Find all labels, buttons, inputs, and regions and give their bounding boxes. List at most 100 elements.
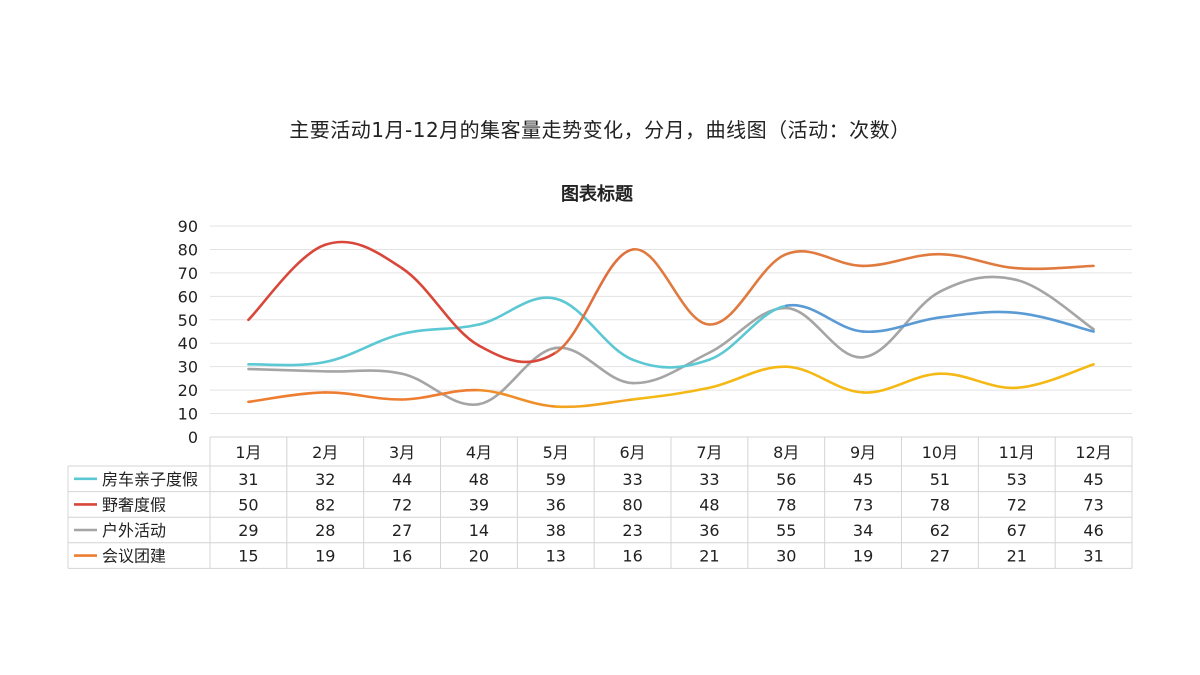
data-value: 56	[776, 470, 796, 489]
y-tick-label: 70	[178, 264, 198, 283]
y-tick-label: 90	[178, 217, 198, 236]
y-tick-label: 50	[178, 311, 198, 330]
series-line-3	[631, 351, 711, 385]
data-value: 62	[930, 521, 950, 540]
series-line-1	[247, 360, 327, 367]
data-value: 48	[699, 495, 719, 514]
series-line-4	[861, 372, 942, 394]
data-value: 72	[392, 495, 412, 514]
data-value: 16	[392, 547, 412, 566]
data-value: 36	[699, 521, 719, 540]
series-line-2	[861, 252, 942, 268]
y-tick-label: 20	[178, 381, 198, 400]
data-value: 21	[1007, 547, 1027, 566]
data-value: 53	[1007, 470, 1027, 489]
series-line-2	[477, 344, 558, 364]
data-value: 73	[1083, 495, 1103, 514]
series-line-3	[477, 346, 558, 406]
series-line-1	[861, 316, 942, 334]
series-line-4	[554, 398, 634, 409]
series-line-4	[938, 372, 1019, 390]
legend-label: 房车亲子度假	[102, 470, 198, 489]
series-line-1	[400, 323, 481, 336]
data-value: 39	[469, 495, 489, 514]
data-value: 20	[469, 547, 489, 566]
y-tick-label: 10	[178, 405, 198, 424]
data-value: 34	[853, 521, 873, 540]
data-value: 29	[238, 521, 258, 540]
data-value: 21	[699, 547, 719, 566]
x-tick-label: 12月	[1075, 443, 1111, 462]
y-tick-label: 30	[178, 358, 198, 377]
series-line-4	[631, 386, 711, 401]
data-value: 14	[469, 521, 489, 540]
series-line-4	[400, 388, 481, 401]
series-line-3	[247, 367, 327, 373]
page-title: 主要活动1月-12月的集客量走势变化，分月，曲线图（活动：次数）	[289, 118, 911, 142]
data-value: 19	[853, 547, 873, 566]
series-line-1	[554, 297, 634, 361]
series-line-2	[323, 240, 404, 270]
series-line-3	[323, 369, 404, 376]
data-value: 59	[546, 470, 566, 489]
series-line-1	[631, 358, 711, 369]
legend-label: 野奢度假	[102, 495, 166, 514]
series-line-2	[554, 248, 634, 354]
series-line-1	[784, 303, 865, 333]
series-line-4	[247, 391, 327, 404]
data-value: 13	[546, 547, 566, 566]
data-value: 80	[622, 495, 642, 514]
series-line-1	[477, 296, 558, 326]
series-line-1	[938, 310, 1019, 319]
series-line-2	[247, 243, 327, 322]
data-value: 51	[930, 470, 950, 489]
chart-title: 图表标题	[561, 183, 634, 205]
data-value: 45	[853, 470, 873, 489]
data-value: 72	[1007, 495, 1027, 514]
data-value: 16	[622, 547, 642, 566]
data-value: 50	[238, 495, 258, 514]
data-value: 30	[776, 547, 796, 566]
data-value: 45	[1083, 470, 1103, 489]
data-value: 27	[930, 547, 950, 566]
data-value: 27	[392, 521, 412, 540]
data-value: 28	[315, 521, 335, 540]
data-value: 67	[1007, 521, 1027, 540]
series-line-2	[784, 250, 865, 268]
data-value: 78	[776, 495, 796, 514]
data-value: 31	[1083, 547, 1103, 566]
x-tick-label: 2月	[312, 443, 338, 462]
series-line-2	[1015, 264, 1095, 271]
data-value: 15	[238, 547, 258, 566]
series-line-3	[938, 275, 1019, 293]
x-tick-label: 6月	[619, 443, 645, 462]
data-value: 46	[1083, 521, 1103, 540]
data-value: 82	[315, 495, 335, 514]
series-line-4	[708, 365, 788, 390]
series-line-4	[784, 365, 865, 394]
data-value: 55	[776, 521, 796, 540]
series-line-2	[708, 252, 788, 326]
series-line-1	[708, 304, 788, 361]
series-line-3	[784, 306, 865, 359]
series-line-3	[554, 346, 634, 385]
data-value: 78	[930, 495, 950, 514]
series-line-1	[323, 332, 404, 364]
series-line-2	[938, 252, 1019, 270]
x-tick-label: 8月	[773, 443, 799, 462]
data-value: 48	[469, 470, 489, 489]
y-tick-label: 40	[178, 334, 198, 353]
x-tick-label: 3月	[389, 443, 415, 462]
legend-label: 会议团建	[102, 547, 166, 566]
data-value: 36	[546, 495, 566, 514]
series-line-2	[631, 248, 711, 326]
series-line-4	[323, 391, 404, 401]
data-value: 32	[315, 470, 335, 489]
series-line-4	[477, 388, 558, 408]
data-value: 31	[238, 470, 258, 489]
data-value: 73	[853, 495, 873, 514]
x-tick-label: 11月	[999, 443, 1035, 462]
series-line-3	[1015, 278, 1095, 331]
x-tick-label: 5月	[543, 443, 569, 462]
data-value: 19	[315, 547, 335, 566]
